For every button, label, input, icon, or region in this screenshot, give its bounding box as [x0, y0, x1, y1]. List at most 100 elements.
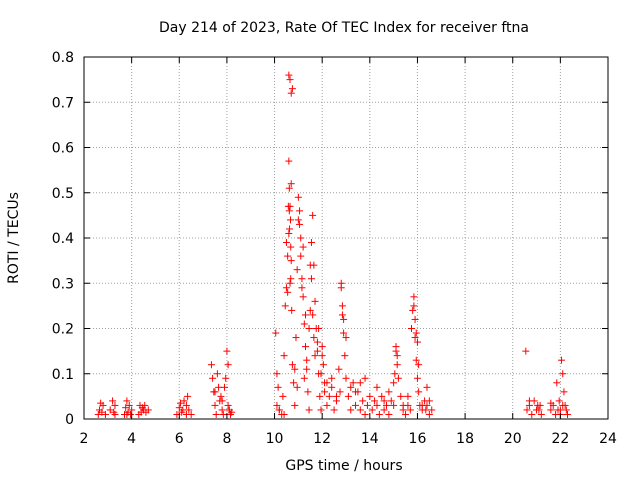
data-point [382, 401, 390, 409]
x-tick-label: 22 [551, 431, 569, 447]
x-tick-label: 18 [456, 431, 474, 447]
data-point [225, 406, 233, 414]
data-point [340, 315, 348, 323]
data-point [338, 302, 346, 310]
data-point [218, 397, 226, 405]
data-point [522, 347, 530, 355]
data-point [213, 370, 221, 378]
data-point [412, 356, 420, 364]
data-point [318, 352, 326, 360]
data-point [291, 401, 299, 409]
data-point [284, 288, 292, 296]
data-point [299, 243, 307, 251]
data-point [111, 401, 119, 409]
data-point [179, 406, 187, 414]
data-point [287, 243, 295, 251]
data-point [347, 406, 355, 414]
data-point [411, 315, 419, 323]
data-point [317, 370, 325, 378]
data-point [221, 383, 229, 391]
data-point [300, 320, 308, 328]
data-point [352, 388, 360, 396]
data-point [282, 239, 290, 247]
data-point [356, 379, 364, 387]
data-point [399, 401, 407, 409]
data-point [294, 216, 302, 224]
y-tick-label: 0.6 [52, 141, 74, 157]
y-axis-label: ROTI / TECUs [6, 192, 22, 284]
data-point [215, 383, 223, 391]
data-point [128, 406, 136, 414]
data-point [536, 401, 544, 409]
data-point [363, 401, 371, 409]
data-point [319, 361, 327, 369]
data-point [280, 410, 288, 418]
data-point [141, 401, 149, 409]
data-point [285, 184, 293, 192]
data-point [560, 388, 568, 396]
data-point [223, 347, 231, 355]
data-point [313, 338, 321, 346]
x-tick-labels: 2 4 6 8 10 12 14 16 18 20 22 24 [80, 431, 617, 447]
x-tick-label: 14 [361, 431, 379, 447]
data-point [428, 406, 436, 414]
data-point [176, 399, 184, 407]
x-tick-label: 4 [127, 431, 136, 447]
data-point [409, 306, 417, 314]
data-point [338, 311, 346, 319]
data-point [352, 401, 360, 409]
data-point [332, 392, 340, 400]
data-point [411, 334, 419, 342]
data-point [224, 361, 232, 369]
data-point [279, 392, 287, 400]
data-point [393, 352, 401, 360]
data-point [298, 284, 306, 292]
data-point [282, 284, 290, 292]
data-point [528, 410, 536, 418]
data-point [564, 410, 572, 418]
x-tick-label: 24 [599, 431, 617, 447]
data-point [328, 374, 336, 382]
data-point [94, 410, 102, 418]
data-point [342, 374, 350, 382]
data-point [349, 379, 357, 387]
data-point [359, 397, 367, 405]
axis-ticks [83, 56, 609, 420]
y-tick-label: 0 [65, 412, 74, 428]
data-point [296, 220, 304, 228]
data-point [547, 399, 555, 407]
data-point [418, 401, 426, 409]
x-axis-label: GPS time / hours [285, 458, 402, 474]
data-point [556, 406, 564, 414]
data-point [207, 361, 215, 369]
data-point [325, 392, 333, 400]
data-point [555, 397, 563, 405]
data-point [344, 392, 352, 400]
x-tick-label: 6 [175, 431, 184, 447]
data-point [413, 374, 421, 382]
data-point [285, 157, 293, 165]
data-point [415, 388, 423, 396]
data-point [175, 404, 183, 412]
data-point [316, 392, 324, 400]
data-point [211, 388, 219, 396]
data-point [328, 383, 336, 391]
y-tick-label: 0.8 [52, 50, 74, 66]
data-point [125, 401, 133, 409]
data-point [311, 297, 319, 305]
data-point [287, 89, 295, 97]
data-point [275, 406, 283, 414]
data-point [272, 329, 280, 337]
data-point [122, 404, 130, 412]
data-point [335, 365, 343, 373]
data-point [180, 397, 188, 405]
data-point [292, 334, 300, 342]
data-point [387, 397, 395, 405]
data-point [144, 406, 152, 414]
data-point [101, 410, 109, 418]
data-point [408, 325, 415, 332]
data-point [273, 401, 281, 409]
data-point [185, 406, 193, 414]
data-point [391, 370, 399, 378]
data-point [397, 392, 405, 400]
